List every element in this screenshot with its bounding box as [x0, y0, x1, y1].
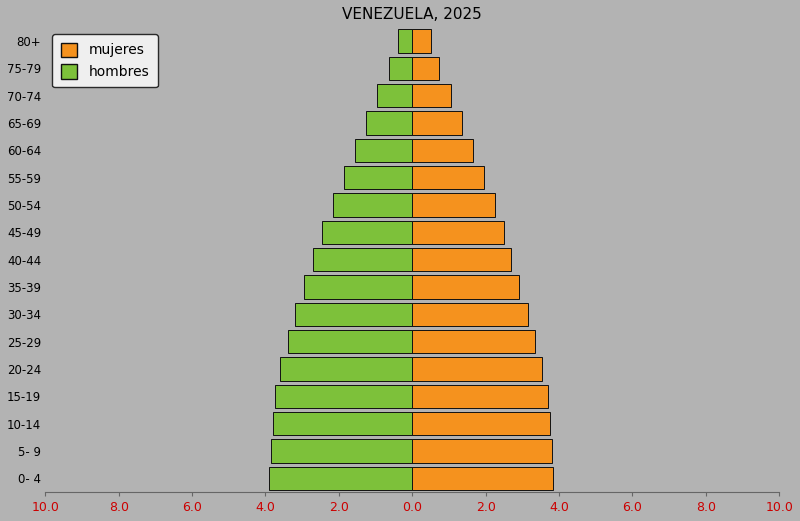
Bar: [412, 384, 548, 408]
Bar: [412, 303, 528, 326]
Bar: [355, 139, 412, 162]
Bar: [280, 357, 412, 381]
Bar: [412, 330, 535, 353]
Bar: [390, 57, 412, 80]
Bar: [271, 439, 412, 463]
Bar: [412, 357, 542, 381]
Bar: [322, 221, 412, 244]
Bar: [412, 221, 504, 244]
Bar: [412, 166, 484, 189]
Bar: [412, 248, 511, 271]
Bar: [304, 276, 412, 299]
Bar: [295, 303, 412, 326]
Bar: [412, 139, 473, 162]
Bar: [274, 384, 412, 408]
Bar: [412, 84, 450, 107]
Bar: [366, 111, 412, 134]
Bar: [412, 57, 438, 80]
Bar: [412, 276, 518, 299]
Bar: [412, 193, 494, 217]
Bar: [412, 412, 550, 436]
Bar: [313, 248, 412, 271]
Bar: [269, 467, 412, 490]
Bar: [412, 111, 462, 134]
Bar: [334, 193, 412, 217]
Bar: [412, 467, 554, 490]
Bar: [273, 412, 412, 436]
Bar: [378, 84, 412, 107]
Bar: [287, 330, 412, 353]
Legend: mujeres, hombres: mujeres, hombres: [52, 34, 158, 88]
Bar: [412, 439, 552, 463]
Title: VENEZUELA, 2025: VENEZUELA, 2025: [342, 7, 482, 22]
Bar: [398, 29, 412, 53]
Bar: [344, 166, 412, 189]
Bar: [412, 29, 430, 53]
